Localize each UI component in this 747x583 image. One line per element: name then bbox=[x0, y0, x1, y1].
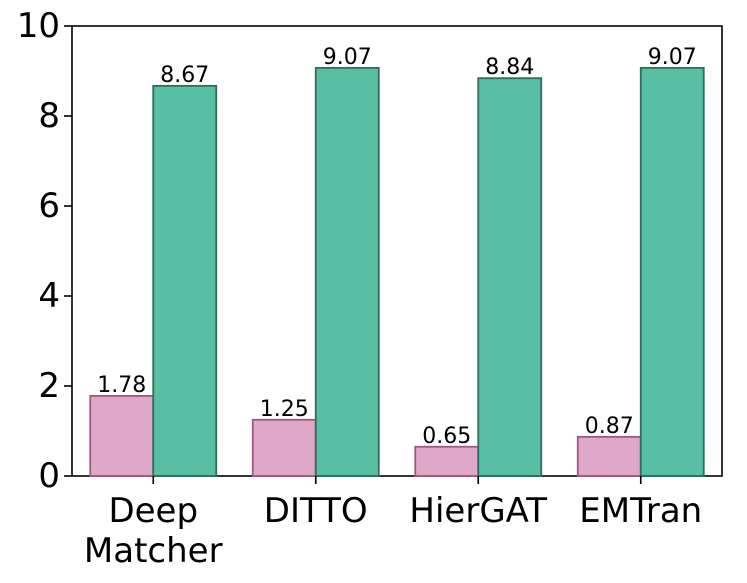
value-labels: 1.78 1.25 0.65 0.87 8.67 9.07 8.84 9.07 bbox=[97, 45, 696, 449]
bars bbox=[89, 66, 705, 477]
data-label: 1.25 bbox=[260, 397, 309, 422]
x-axis: Deep Matcher DITTO HierGAT EMTran bbox=[84, 476, 702, 571]
bar-series-1 bbox=[89, 394, 155, 477]
x-tick-label: Deep Matcher bbox=[84, 491, 223, 571]
bar-series-1 bbox=[251, 418, 317, 477]
bar-series-2 bbox=[314, 66, 380, 477]
y-tick-label: 4 bbox=[38, 276, 60, 316]
plot-frame bbox=[71, 25, 723, 477]
bar-series-2 bbox=[152, 84, 218, 477]
y-tick-label: 10 bbox=[17, 6, 60, 46]
y-tick-label: 8 bbox=[38, 96, 60, 136]
data-label: 8.84 bbox=[485, 55, 534, 80]
bar-series-1 bbox=[576, 435, 642, 477]
data-label: 8.67 bbox=[160, 63, 209, 88]
bar-series-2 bbox=[477, 77, 543, 477]
x-tick-label: EMTran bbox=[579, 491, 702, 531]
bar-series-1 bbox=[414, 445, 480, 477]
x-tick-label: DITTO bbox=[264, 491, 368, 531]
data-label: 9.07 bbox=[323, 45, 372, 70]
y-axis: 0 2 4 6 8 10 bbox=[17, 6, 72, 496]
y-tick-label: 6 bbox=[38, 186, 60, 226]
data-label: 0.65 bbox=[422, 424, 471, 449]
y-tick-label: 0 bbox=[38, 456, 60, 496]
data-label: 9.07 bbox=[648, 45, 697, 70]
bar-series-2 bbox=[639, 66, 705, 477]
x-tick-label: HierGAT bbox=[409, 491, 547, 531]
data-label: 0.87 bbox=[585, 414, 634, 439]
y-tick-label: 2 bbox=[38, 366, 60, 406]
data-label: 1.78 bbox=[97, 373, 146, 398]
